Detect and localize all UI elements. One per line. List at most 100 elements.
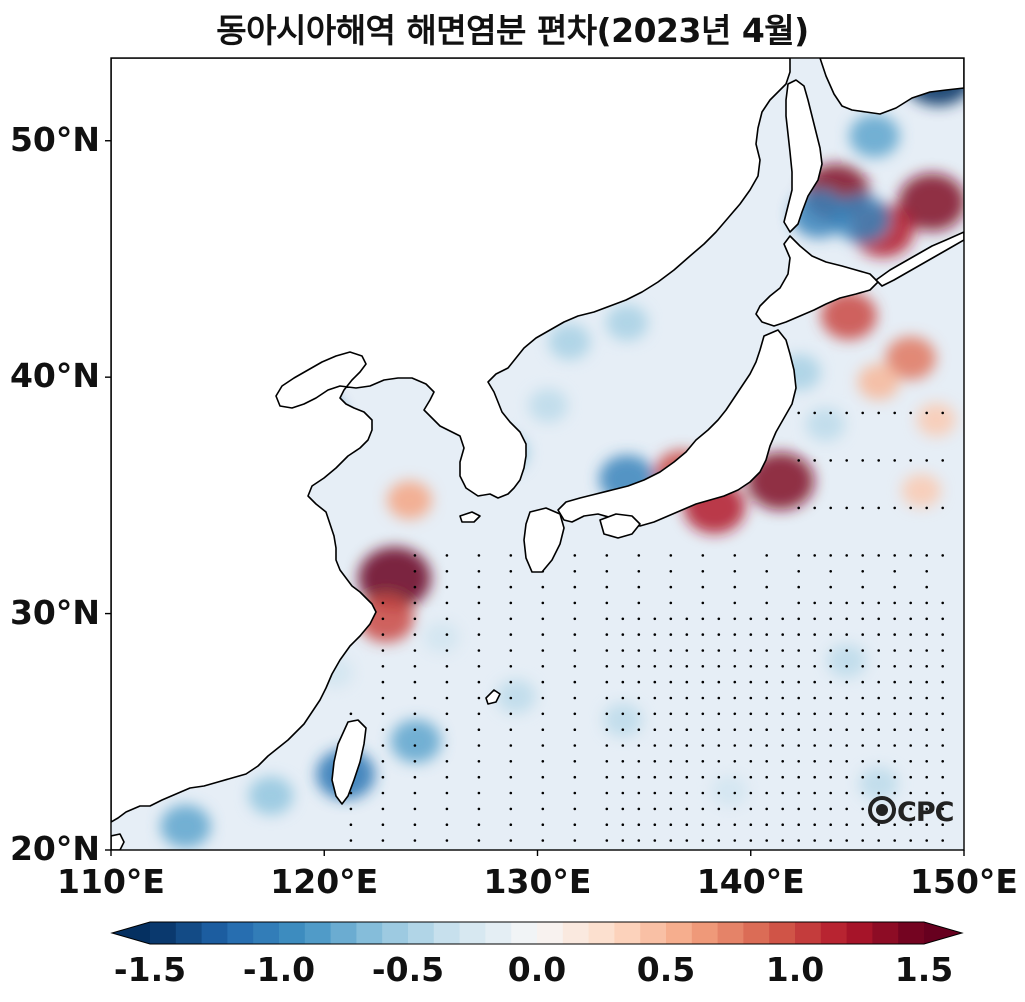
colorbar-segment — [562, 922, 590, 944]
stipple-dot — [861, 601, 864, 605]
stipple-dot — [701, 760, 705, 763]
stipple-dot — [893, 839, 896, 842]
anomaly-patch — [606, 304, 649, 341]
stipple-dot — [829, 680, 832, 684]
stipple-dot — [637, 791, 641, 795]
stipple-dot — [845, 554, 848, 557]
stipple-dot — [605, 649, 609, 652]
colorbar-segment — [588, 922, 615, 944]
stipple-dot — [893, 728, 896, 731]
stipple-dot — [653, 839, 657, 842]
stipple-dot — [941, 665, 944, 668]
stipple-dot — [781, 807, 784, 811]
stipple-dot — [413, 760, 417, 763]
stipple-dot — [813, 823, 816, 826]
stipple-dot — [925, 601, 928, 605]
stipple-dot — [925, 506, 928, 510]
stipple-dot — [829, 601, 832, 605]
anomaly-patch — [528, 388, 568, 423]
colorbar-tick-label: 0.0 — [507, 950, 567, 989]
stipple-dot — [717, 712, 721, 716]
stipple-dot — [605, 775, 609, 779]
stipple-dot — [797, 665, 800, 668]
stipple-dot — [669, 601, 673, 605]
stipple-dot — [637, 728, 641, 731]
stipple-dot — [653, 728, 657, 731]
stipple-dot — [381, 744, 385, 747]
stipple-dot — [621, 728, 625, 731]
stipple-dot — [685, 728, 689, 731]
stipple-dot — [349, 839, 353, 842]
stipple-dot — [349, 791, 353, 795]
stipple-dot — [621, 680, 625, 684]
stipple-dot — [445, 585, 449, 589]
stipple-dot — [605, 554, 609, 557]
stipple-dot — [813, 744, 816, 747]
stipple-dot — [669, 712, 673, 716]
colorbar-tick-label: 1.5 — [894, 950, 954, 989]
stipple-dot — [765, 760, 768, 763]
stipple-dot — [685, 791, 689, 795]
stipple-dot — [781, 712, 784, 716]
stipple-dot — [413, 680, 417, 684]
stipple-dot — [893, 633, 896, 636]
stipple-dot — [877, 617, 880, 621]
stipple-dot — [477, 633, 481, 636]
anomaly-patch — [916, 402, 956, 437]
stipple-dot — [909, 744, 912, 747]
stipple-dot — [893, 554, 896, 557]
stipple-dot — [813, 791, 816, 795]
stipple-dot — [845, 411, 848, 415]
stipple-dot — [605, 791, 609, 795]
stipple-dot — [797, 459, 800, 462]
colorbar-segment — [511, 922, 538, 944]
stipple-dot — [413, 728, 417, 731]
stipple-dot — [797, 744, 800, 747]
stipple-dot — [541, 775, 545, 779]
colorbar-segment — [795, 922, 822, 944]
stipple-dot — [925, 680, 928, 684]
stipple-dot — [941, 680, 944, 684]
colorbar-segment — [150, 922, 177, 944]
stipple-dot — [477, 791, 481, 795]
stipple-dot — [909, 712, 912, 716]
stipple-dot — [541, 807, 545, 811]
stipple-dot — [621, 760, 625, 763]
stipple-dot — [509, 570, 513, 573]
stipple-dot — [861, 411, 864, 415]
stipple-dot — [941, 696, 944, 700]
stipple-dot — [685, 680, 689, 684]
stipple-dot — [621, 823, 625, 826]
stipple-dot — [605, 570, 609, 573]
stipple-dot — [893, 570, 896, 573]
stipple-dot — [845, 791, 848, 795]
stipple-dot — [605, 760, 609, 763]
stipple-dot — [653, 791, 657, 795]
stipple-dot — [445, 570, 449, 573]
stipple-dot — [573, 728, 577, 731]
stipple-dot — [669, 728, 673, 731]
stipple-dot — [877, 839, 880, 842]
stipple-dot — [909, 554, 912, 557]
stipple-dot — [941, 633, 944, 636]
anomaly-patch — [390, 719, 442, 763]
stipple-dot — [573, 633, 577, 636]
stipple-dot — [349, 807, 353, 811]
stipple-dot — [941, 506, 944, 510]
x-tick-label: 110°E — [57, 862, 165, 901]
stipple-dot — [909, 696, 912, 700]
colorbar-segment — [614, 922, 641, 944]
stipple-dot — [893, 649, 896, 652]
stipple-dot — [861, 649, 864, 652]
anomaly-patch — [747, 452, 815, 510]
stipple-dot — [413, 775, 417, 779]
stipple-dot — [541, 839, 545, 842]
colorbar-segment — [640, 922, 667, 944]
stipple-dot — [509, 728, 513, 731]
stipple-dot — [845, 807, 848, 811]
stipple-dot — [749, 617, 753, 621]
stipple-dot — [509, 633, 513, 636]
stipple-dot — [381, 680, 385, 684]
anomaly-patch — [898, 173, 964, 232]
